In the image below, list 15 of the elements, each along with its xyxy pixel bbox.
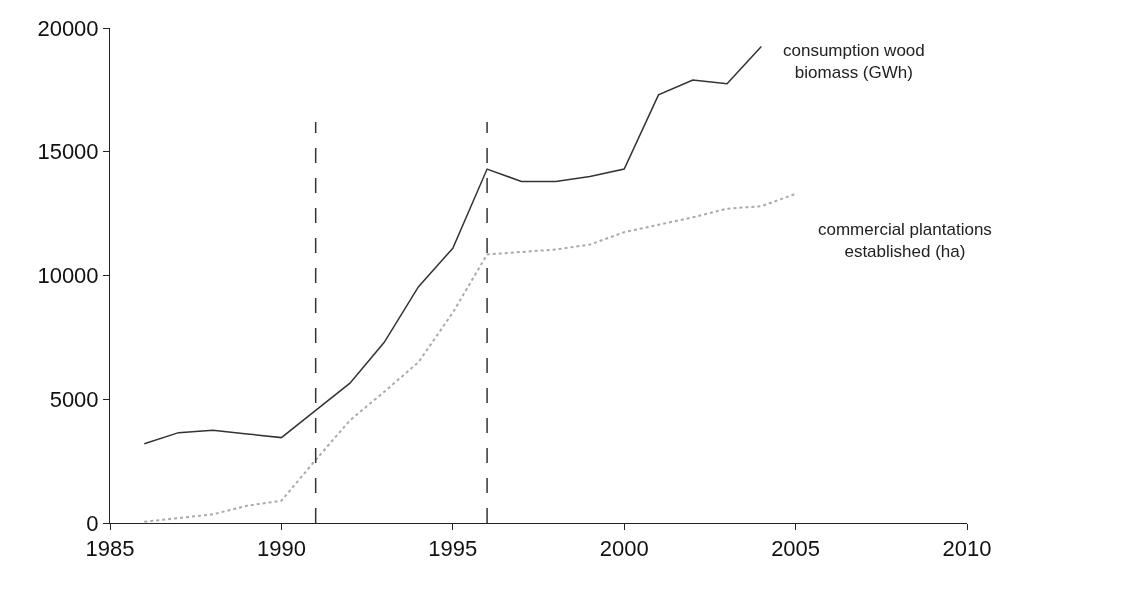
- line-series: [143, 192, 797, 523]
- y-tick-label: 20000: [37, 15, 99, 41]
- line-series: [143, 45, 763, 445]
- x-tick-label: 2005: [771, 536, 821, 562]
- x-tick-label: 2000: [599, 536, 649, 562]
- x-tick-label: 1985: [85, 536, 135, 562]
- text: commercial plantations established (ha): [818, 220, 992, 262]
- x-tick-label: 1995: [428, 536, 478, 562]
- x-tick-label: 1990: [256, 536, 306, 562]
- x-tick-label: 2010: [942, 536, 992, 562]
- y-tick-label: 0: [86, 510, 99, 536]
- y-tick-label: 15000: [37, 139, 99, 165]
- y-tick-label: 10000: [37, 263, 99, 289]
- y-tick-label: 5000: [49, 386, 99, 412]
- series-label: consumption wood biomass (GWh): [783, 41, 925, 83]
